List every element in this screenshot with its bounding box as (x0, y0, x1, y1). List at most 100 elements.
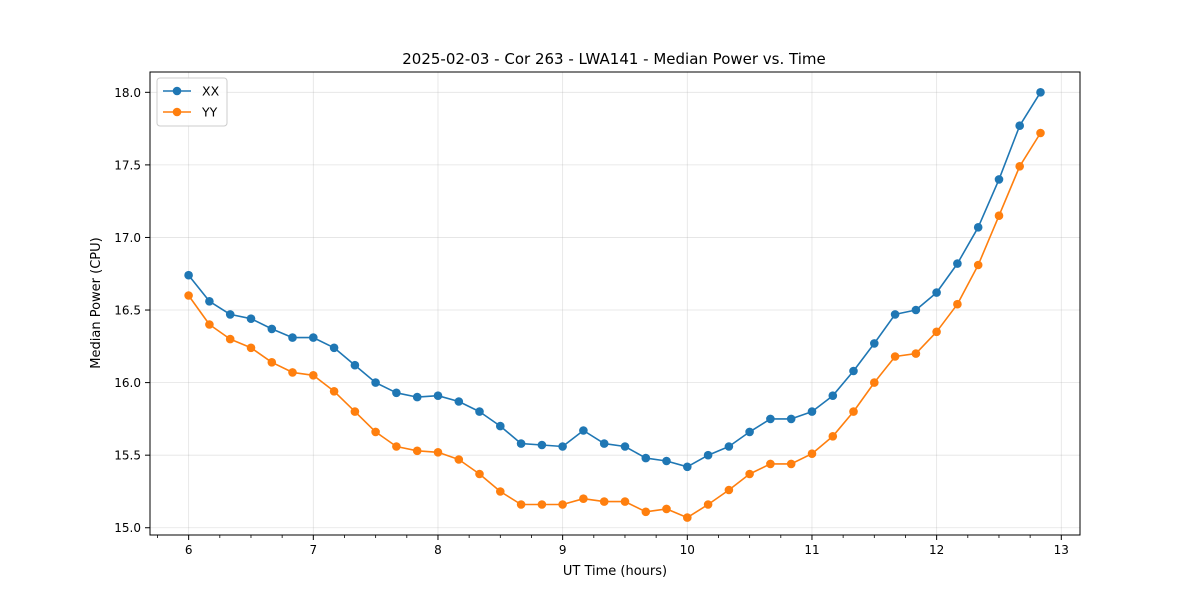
legend-label-xx: XX (202, 84, 220, 99)
data-point-xx (371, 378, 380, 387)
data-point-yy (288, 368, 297, 377)
data-point-xx (412, 392, 422, 402)
data-point-yy (745, 469, 754, 479)
data-point-yy (496, 487, 505, 496)
data-point-yy (246, 343, 256, 353)
data-point-xx (973, 223, 983, 232)
chart-title: 2025-02-03 - Cor 263 - LWA141 - Median P… (402, 50, 826, 68)
y-tick-label: 18.0 (114, 86, 141, 100)
data-point-xx (828, 391, 838, 401)
y-tick-label: 16.0 (114, 376, 141, 390)
data-point-yy (1015, 162, 1024, 171)
x-axis-label: UT Time (hours) (563, 564, 667, 579)
data-point-xx (807, 407, 817, 416)
data-point-yy (392, 442, 401, 451)
data-point-xx (329, 343, 339, 353)
data-point-yy (537, 500, 547, 509)
x-axis-ticks: 6 7 8 9 10 11 12 13 (157, 535, 1069, 557)
data-point-yy (329, 387, 339, 396)
legend-marker-xx (172, 86, 182, 96)
x-tick-label: 9 (559, 543, 567, 557)
x-tick-label: 13 (1054, 543, 1069, 557)
grid (150, 72, 1080, 535)
data-point-xx (205, 297, 214, 306)
data-point-xx (246, 314, 256, 324)
data-point-yy (579, 494, 588, 504)
data-point-yy (911, 349, 921, 358)
data-point-xx (433, 391, 443, 401)
x-tick-label: 10 (680, 543, 695, 557)
plot-frame (149, 71, 1081, 536)
data-point-yy (184, 291, 193, 300)
data-point-yy (454, 455, 464, 464)
data-point-xx (849, 366, 858, 376)
data-point-xx (1036, 88, 1045, 97)
data-point-yy (703, 500, 713, 509)
data-point-yy (973, 260, 983, 270)
data-point-xx (786, 414, 796, 424)
data-point-xx (184, 270, 193, 280)
data-point-xx (724, 442, 734, 451)
data-point-xx (454, 397, 464, 406)
data-point-yy (994, 211, 1004, 220)
data-point-xx (703, 450, 713, 460)
data-point-xx (579, 426, 588, 435)
data-point-yy (620, 497, 630, 506)
data-point-yy (641, 507, 651, 517)
data-point-yy (828, 432, 838, 441)
data-point-xx (766, 414, 775, 424)
data-point-xx (392, 388, 401, 398)
legend-label-yy: YY (201, 105, 218, 120)
data-point-xx (267, 324, 277, 334)
x-tick-label: 8 (434, 543, 442, 557)
data-point-yy (1036, 128, 1045, 138)
data-point-xx (620, 442, 630, 451)
data-point-yy (475, 469, 484, 479)
x-tick-label: 11 (804, 543, 819, 557)
data-point-yy (683, 513, 692, 522)
y-tick-label: 15.0 (114, 521, 141, 535)
data-point-yy (371, 427, 380, 437)
data-point-xx (288, 333, 297, 342)
data-point-xx (890, 310, 900, 319)
data-point-xx (870, 339, 879, 348)
y-tick-label: 17.5 (114, 158, 141, 172)
data-point-xx (641, 453, 651, 463)
data-point-yy (766, 459, 775, 469)
data-point-xx (662, 456, 671, 466)
data-point-yy (516, 500, 526, 509)
data-point-yy (724, 485, 734, 495)
data-point-yy (433, 448, 443, 457)
y-tick-label: 16.5 (114, 304, 141, 318)
x-tick-label: 7 (309, 543, 317, 557)
data-point-yy (870, 378, 879, 387)
data-point-yy (890, 352, 900, 361)
data-point-yy (350, 407, 360, 416)
data-point-yy (953, 299, 962, 309)
data-point-yy (558, 500, 567, 509)
y-axis-label: Median Power (CPU) (89, 237, 104, 368)
legend: XX YY (156, 77, 228, 127)
data-point-yy (932, 327, 941, 337)
data-point-xx (516, 439, 526, 448)
data-point-yy (599, 497, 609, 506)
x-tick-label: 6 (185, 543, 193, 557)
data-point-xx (309, 333, 318, 342)
data-point-xx (475, 407, 484, 416)
data-point-xx (599, 439, 609, 448)
data-point-xx (1015, 121, 1024, 130)
data-point-yy (267, 358, 277, 367)
data-point-yy (412, 446, 422, 456)
data-point-xx (350, 360, 360, 370)
data-point-yy (205, 320, 214, 329)
data-point-xx (558, 442, 567, 451)
data-point-yy (849, 407, 858, 416)
data-point-yy (309, 371, 318, 380)
series-layer (184, 88, 1045, 522)
x-tick-label: 12 (929, 543, 944, 557)
data-point-xx (745, 427, 754, 437)
data-point-xx (496, 421, 505, 431)
data-point-xx (537, 440, 547, 450)
data-point-yy (662, 504, 671, 514)
